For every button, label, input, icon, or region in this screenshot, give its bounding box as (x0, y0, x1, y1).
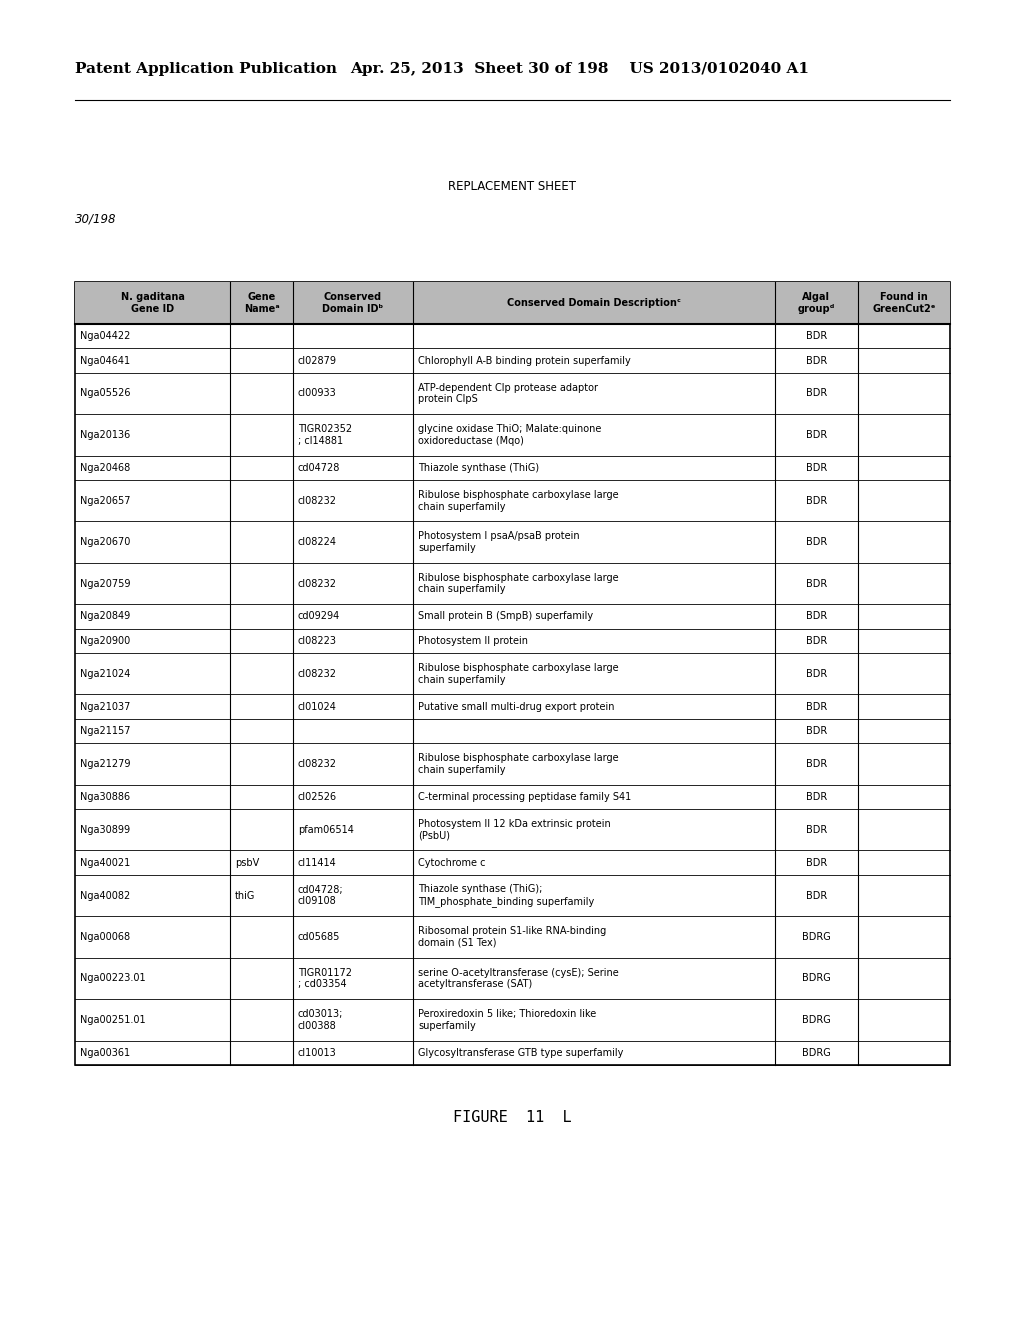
Text: BDR: BDR (806, 759, 826, 770)
Text: Putative small multi-drug export protein: Putative small multi-drug export protein (418, 702, 614, 711)
Text: Apr. 25, 2013  Sheet 30 of 198    US 2013/0102040 A1: Apr. 25, 2013 Sheet 30 of 198 US 2013/01… (350, 62, 809, 77)
Text: Nga21037: Nga21037 (80, 702, 130, 711)
Text: Nga21157: Nga21157 (80, 726, 131, 737)
Text: Nga30899: Nga30899 (80, 825, 130, 834)
Text: REPLACEMENT SHEET: REPLACEMENT SHEET (449, 180, 575, 193)
Text: BDR: BDR (806, 726, 826, 737)
Text: BDR: BDR (806, 430, 826, 440)
Text: Conserved Domain Descriptionᶜ: Conserved Domain Descriptionᶜ (507, 298, 681, 308)
Text: cl08232: cl08232 (298, 669, 337, 678)
Text: Small protein B (SmpB) superfamily: Small protein B (SmpB) superfamily (418, 611, 593, 622)
Text: BDR: BDR (806, 792, 826, 801)
Text: Nga20759: Nga20759 (80, 578, 131, 589)
Text: Nga20849: Nga20849 (80, 611, 130, 622)
Text: Nga00068: Nga00068 (80, 932, 130, 942)
Text: BDR: BDR (806, 537, 826, 548)
Text: cd09294: cd09294 (298, 611, 340, 622)
Text: N. gaditana
Gene ID: N. gaditana Gene ID (121, 292, 184, 314)
Text: cl02879: cl02879 (298, 355, 337, 366)
Text: Nga04422: Nga04422 (80, 331, 130, 341)
Text: Nga40082: Nga40082 (80, 891, 130, 900)
Text: BDR: BDR (806, 891, 826, 900)
Text: cl08232: cl08232 (298, 496, 337, 506)
Text: Nga21279: Nga21279 (80, 759, 131, 770)
Text: Nga30886: Nga30886 (80, 792, 130, 801)
Text: BDR: BDR (806, 858, 826, 867)
Text: Nga20900: Nga20900 (80, 636, 130, 645)
Text: Nga05526: Nga05526 (80, 388, 131, 399)
Text: Nga00251.01: Nga00251.01 (80, 1015, 145, 1024)
Text: Nga00223.01: Nga00223.01 (80, 973, 145, 983)
Text: cl00933: cl00933 (298, 388, 337, 399)
Text: pfam06514: pfam06514 (298, 825, 354, 834)
Text: Photosystem I psaA/psaB protein
superfamily: Photosystem I psaA/psaB protein superfam… (418, 532, 580, 553)
Text: BDRG: BDRG (802, 973, 830, 983)
Text: Photosystem II 12 kDa extrinsic protein
(PsbU): Photosystem II 12 kDa extrinsic protein … (418, 818, 610, 841)
Text: BDR: BDR (806, 388, 826, 399)
Text: Nga04641: Nga04641 (80, 355, 130, 366)
Text: thiG: thiG (236, 891, 256, 900)
Text: Nga20670: Nga20670 (80, 537, 130, 548)
Text: Gene
Nameᵃ: Gene Nameᵃ (244, 292, 280, 314)
Text: cl02526: cl02526 (298, 792, 337, 801)
Text: BDRG: BDRG (802, 932, 830, 942)
Text: BDRG: BDRG (802, 1048, 830, 1057)
Text: Found in
GreenCut2ᵉ: Found in GreenCut2ᵉ (872, 292, 936, 314)
Text: BDR: BDR (806, 578, 826, 589)
Text: cl08232: cl08232 (298, 759, 337, 770)
Text: BDRG: BDRG (802, 1015, 830, 1024)
Text: Nga21024: Nga21024 (80, 669, 130, 678)
Text: glycine oxidase ThiO; Malate:quinone
oxidoreductase (Mqo): glycine oxidase ThiO; Malate:quinone oxi… (418, 424, 601, 446)
Text: Algal
groupᵈ: Algal groupᵈ (798, 292, 835, 314)
Text: cl11414: cl11414 (298, 858, 337, 867)
Text: ATP-dependent Clp protease adaptor
protein ClpS: ATP-dependent Clp protease adaptor prote… (418, 383, 598, 404)
Text: Glycosyltransferase GTB type superfamily: Glycosyltransferase GTB type superfamily (418, 1048, 624, 1057)
Text: Patent Application Publication: Patent Application Publication (75, 62, 337, 77)
Text: Nga40021: Nga40021 (80, 858, 130, 867)
Text: Thiazole synthase (ThiG);
TIM_phosphate_binding superfamily: Thiazole synthase (ThiG); TIM_phosphate_… (418, 884, 594, 907)
Text: psbV: psbV (236, 858, 259, 867)
Text: cl08223: cl08223 (298, 636, 337, 645)
Text: serine O-acetyltransferase (cysE); Serine
acetyltransferase (SAT): serine O-acetyltransferase (cysE); Serin… (418, 968, 618, 989)
Text: cd03013;
cl00388: cd03013; cl00388 (298, 1008, 343, 1031)
Text: Ribosomal protein S1-like RNA-binding
domain (S1 Tex): Ribosomal protein S1-like RNA-binding do… (418, 927, 606, 948)
Text: BDR: BDR (806, 636, 826, 645)
Text: Nga00361: Nga00361 (80, 1048, 130, 1057)
Text: cl08232: cl08232 (298, 578, 337, 589)
Text: Ribulose bisphosphate carboxylase large
chain superfamily: Ribulose bisphosphate carboxylase large … (418, 490, 618, 512)
Text: Nga20657: Nga20657 (80, 496, 131, 506)
Text: cl08224: cl08224 (298, 537, 337, 548)
Text: BDR: BDR (806, 355, 826, 366)
Text: 30/198: 30/198 (75, 213, 117, 224)
Text: Conserved
Domain IDᵇ: Conserved Domain IDᵇ (323, 292, 383, 314)
Text: cl10013: cl10013 (298, 1048, 337, 1057)
Text: BDR: BDR (806, 496, 826, 506)
Text: cl01024: cl01024 (298, 702, 337, 711)
Text: BDR: BDR (806, 669, 826, 678)
Text: Photosystem II protein: Photosystem II protein (418, 636, 528, 645)
Text: TIGR02352
; cl14881: TIGR02352 ; cl14881 (298, 424, 352, 446)
Text: Peroxiredoxin 5 like; Thioredoxin like
superfamily: Peroxiredoxin 5 like; Thioredoxin like s… (418, 1008, 596, 1031)
Text: BDR: BDR (806, 702, 826, 711)
Text: cd05685: cd05685 (298, 932, 340, 942)
Text: BDR: BDR (806, 611, 826, 622)
Text: Nga20136: Nga20136 (80, 430, 130, 440)
Text: Ribulose bisphosphate carboxylase large
chain superfamily: Ribulose bisphosphate carboxylase large … (418, 573, 618, 594)
Text: cd04728;
cl09108: cd04728; cl09108 (298, 884, 344, 907)
Text: FIGURE  11  L: FIGURE 11 L (453, 1110, 571, 1125)
Text: BDR: BDR (806, 825, 826, 834)
Text: Thiazole synthase (ThiG): Thiazole synthase (ThiG) (418, 463, 539, 473)
Text: Ribulose bisphosphate carboxylase large
chain superfamily: Ribulose bisphosphate carboxylase large … (418, 663, 618, 685)
Text: Ribulose bisphosphate carboxylase large
chain superfamily: Ribulose bisphosphate carboxylase large … (418, 754, 618, 775)
Text: C-terminal processing peptidase family S41: C-terminal processing peptidase family S… (418, 792, 631, 801)
Text: Chlorophyll A-B binding protein superfamily: Chlorophyll A-B binding protein superfam… (418, 355, 631, 366)
Text: BDR: BDR (806, 463, 826, 473)
Text: BDR: BDR (806, 331, 826, 341)
Text: Cytochrome c: Cytochrome c (418, 858, 485, 867)
Text: Nga20468: Nga20468 (80, 463, 130, 473)
Text: TIGR01172
; cd03354: TIGR01172 ; cd03354 (298, 968, 352, 989)
Text: cd04728: cd04728 (298, 463, 340, 473)
